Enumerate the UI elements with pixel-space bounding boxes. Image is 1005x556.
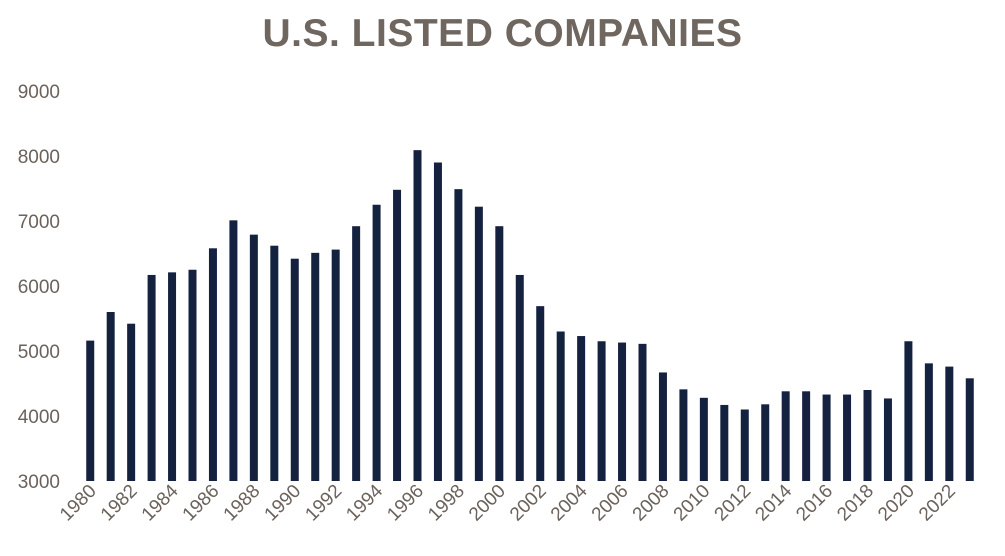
y-tick-label-6000: 6000 (18, 277, 60, 298)
bar-1982 (127, 323, 136, 481)
bar-2012 (740, 409, 749, 481)
x-tick-label-1980: 1980 (56, 481, 101, 526)
x-tick-label-2018: 2018 (833, 481, 878, 526)
bar-1995 (393, 189, 402, 482)
bar-1980 (86, 340, 95, 481)
bar-2006 (618, 342, 627, 481)
bar-2022 (945, 366, 954, 481)
bar-1992 (331, 249, 340, 481)
y-tick-label-7000: 7000 (18, 212, 60, 233)
bar-1987 (229, 220, 238, 481)
x-axis-tick-labels: 1980198219841986198819901992199419961998… (56, 480, 960, 525)
bar-1997 (433, 162, 442, 481)
bar-1986 (208, 248, 217, 481)
x-tick-label-2006: 2006 (588, 481, 633, 526)
bar-1983 (147, 274, 156, 481)
bar-2001 (515, 274, 524, 481)
x-tick-label-1996: 1996 (383, 481, 428, 526)
x-tick-label-1998: 1998 (424, 481, 469, 526)
x-tick-label-2002: 2002 (506, 481, 551, 526)
bar-1985 (188, 269, 197, 481)
y-tick-label-5000: 5000 (18, 342, 60, 363)
y-tick-label-3000: 3000 (18, 472, 60, 493)
bar-2014 (781, 391, 790, 481)
bar-1994 (372, 204, 381, 481)
x-tick-label-1992: 1992 (301, 481, 346, 526)
bar-2003 (556, 331, 565, 481)
bar-2010 (699, 397, 708, 481)
bar-2017 (843, 394, 852, 481)
x-tick-label-2004: 2004 (547, 480, 592, 525)
bar-2016 (822, 394, 831, 481)
bar-1988 (249, 234, 258, 481)
x-tick-label-1986: 1986 (179, 481, 224, 526)
bar-1989 (270, 245, 279, 481)
bar-2015 (802, 391, 811, 481)
x-tick-label-2022: 2022 (915, 481, 960, 526)
x-tick-label-1988: 1988 (220, 481, 265, 526)
bar-1998 (454, 189, 463, 481)
x-tick-label-2010: 2010 (670, 481, 715, 526)
bar-2002 (536, 306, 545, 481)
bar-2023 (965, 378, 974, 481)
x-tick-label-2012: 2012 (711, 481, 756, 526)
y-tick-label-4000: 4000 (18, 407, 60, 428)
bar-1981 (106, 312, 115, 481)
bar-2021 (924, 363, 933, 481)
x-tick-label-2008: 2008 (629, 481, 674, 526)
bar-2011 (720, 404, 729, 481)
x-tick-label-2016: 2016 (792, 481, 837, 526)
x-tick-label-1990: 1990 (261, 481, 306, 526)
bar-2000 (495, 226, 504, 481)
y-tick-label-8000: 8000 (18, 147, 60, 168)
bar-1984 (168, 272, 177, 481)
x-tick-label-1984: 1984 (138, 480, 183, 525)
bar-2009 (679, 389, 688, 481)
bar-2005 (597, 341, 606, 481)
y-axis-tick-labels: 3000 4000 5000 6000 7000 8000 9000 (18, 82, 60, 493)
bar-2004 (577, 336, 586, 481)
bar-group (86, 150, 974, 482)
bar-2007 (638, 343, 647, 481)
x-tick-label-1994: 1994 (342, 480, 387, 525)
bar-1996 (413, 150, 422, 481)
bar-1999 (474, 206, 483, 481)
bar-1993 (352, 226, 361, 481)
y-tick-label-9000: 9000 (18, 82, 60, 103)
bar-2008 (658, 372, 667, 481)
x-tick-label-2014: 2014 (751, 480, 796, 525)
x-tick-label-2020: 2020 (874, 481, 919, 526)
x-tick-label-1982: 1982 (97, 481, 142, 526)
bar-2019 (883, 398, 892, 481)
bar-2020 (904, 341, 913, 481)
bar-2018 (863, 390, 872, 481)
x-tick-label-2000: 2000 (465, 481, 510, 526)
chart-title: U.S. LISTED COMPANIES (262, 12, 743, 55)
bar-2013 (761, 404, 770, 481)
bar-1991 (311, 252, 320, 481)
bar-1990 (290, 258, 299, 481)
